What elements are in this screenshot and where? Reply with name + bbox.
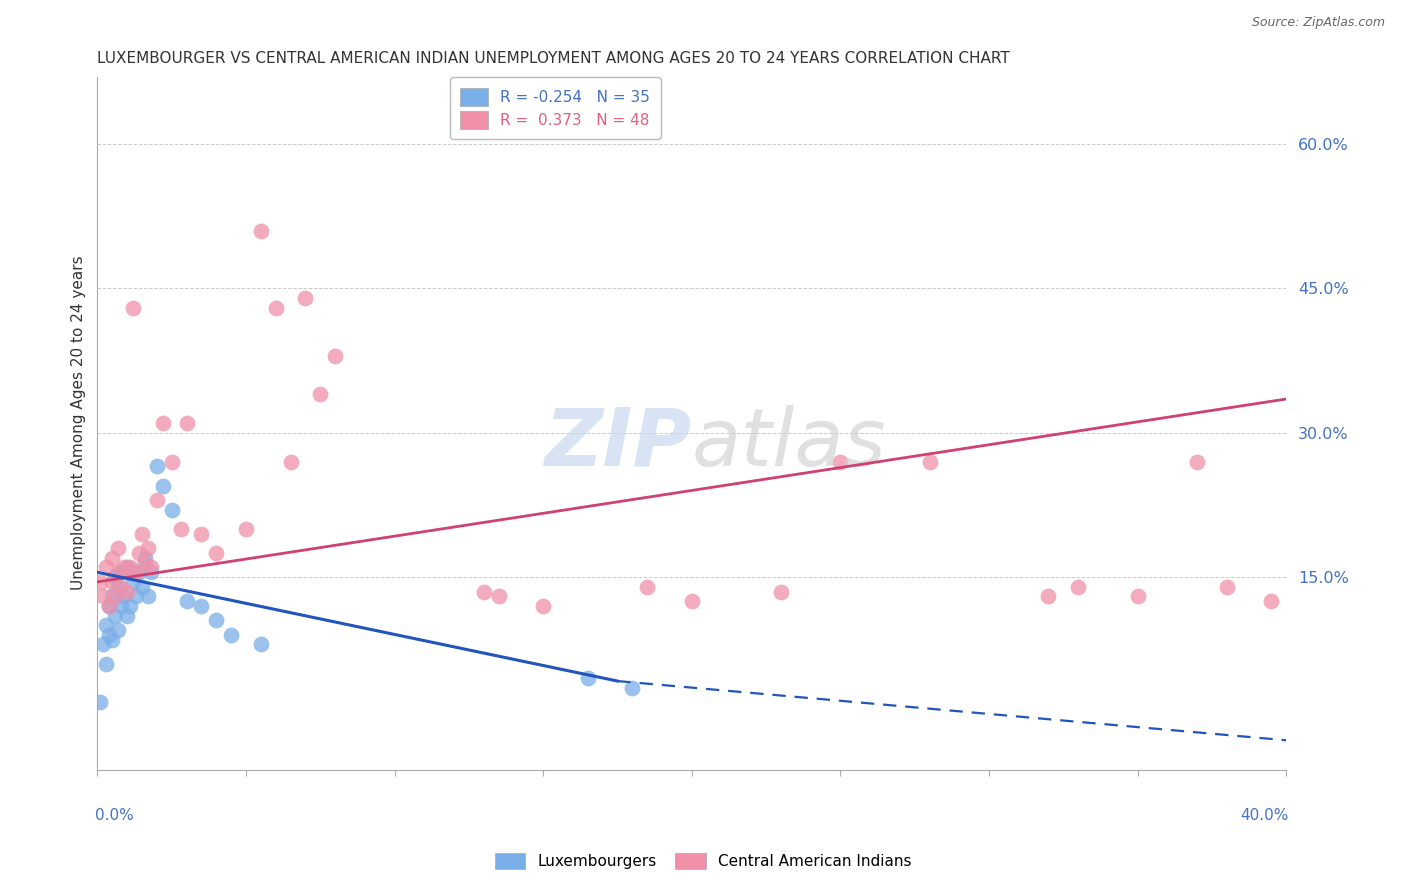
Text: 0.0%: 0.0% (94, 808, 134, 823)
Point (160, 454, 183, 468)
Point (107, 623, 129, 637)
Point (125, 566, 148, 580)
Point (104, 590, 127, 604)
Point (176, 594, 198, 608)
Point (107, 580, 129, 594)
Point (136, 590, 159, 604)
Point (681, 594, 703, 608)
Point (249, 637, 271, 651)
Point (89, 695, 111, 709)
Point (190, 526, 212, 541)
Point (488, 590, 510, 604)
Text: ZIP: ZIP (544, 405, 692, 483)
Point (323, 349, 346, 363)
Point (136, 541, 159, 556)
Point (160, 502, 183, 516)
Point (110, 580, 132, 594)
Point (110, 566, 132, 580)
Point (264, 301, 287, 315)
Point (101, 632, 124, 647)
Point (91, 637, 114, 651)
Point (104, 570, 127, 584)
Point (96, 657, 118, 671)
Point (115, 608, 138, 623)
Point (205, 546, 228, 560)
Point (139, 566, 162, 580)
Point (146, 459, 169, 474)
Point (1038, 590, 1060, 604)
Point (176, 416, 198, 430)
Point (118, 599, 141, 613)
Point (107, 566, 129, 580)
Point (101, 574, 124, 589)
Text: Source: ZipAtlas.com: Source: ZipAtlas.com (1251, 16, 1385, 29)
Point (219, 628, 242, 642)
Point (621, 681, 644, 695)
Point (636, 580, 658, 594)
Legend: R = -0.254   N = 35, R =  0.373   N = 48: R = -0.254 N = 35, R = 0.373 N = 48 (450, 78, 661, 139)
Point (531, 599, 554, 613)
Point (89, 574, 111, 589)
Point (769, 584, 792, 599)
Point (101, 590, 124, 604)
Point (107, 541, 129, 556)
Point (131, 580, 153, 594)
Point (122, 301, 145, 315)
Point (139, 560, 162, 574)
Point (128, 566, 150, 580)
Point (1260, 594, 1282, 608)
Point (1215, 580, 1237, 594)
Point (205, 614, 228, 628)
Point (128, 546, 150, 560)
Point (101, 550, 124, 565)
Point (152, 478, 174, 492)
Point (104, 608, 127, 623)
Point (918, 454, 941, 468)
Point (169, 522, 191, 536)
Text: LUXEMBOURGER VS CENTRAL AMERICAN INDIAN UNEMPLOYMENT AMONG AGES 20 TO 24 YEARS C: LUXEMBOURGER VS CENTRAL AMERICAN INDIAN … (97, 51, 1010, 66)
Point (146, 493, 169, 508)
Point (472, 584, 495, 599)
Point (112, 590, 135, 604)
Point (1067, 580, 1090, 594)
Point (115, 584, 138, 599)
Point (112, 560, 135, 574)
Y-axis label: Unemployment Among Ages 20 to 24 years: Unemployment Among Ages 20 to 24 years (72, 256, 86, 591)
Point (118, 560, 141, 574)
Point (235, 522, 257, 536)
Point (134, 556, 156, 570)
Point (309, 387, 332, 401)
Point (110, 599, 132, 613)
Point (91, 590, 114, 604)
Point (96, 560, 118, 574)
Point (134, 550, 156, 565)
Point (125, 590, 148, 604)
Point (294, 291, 316, 305)
Point (96, 618, 118, 632)
Point (1126, 590, 1149, 604)
Point (122, 574, 145, 589)
Point (1185, 454, 1208, 468)
Point (576, 671, 599, 685)
Point (830, 454, 852, 468)
Text: atlas: atlas (692, 405, 887, 483)
Point (98, 599, 121, 613)
Point (152, 416, 174, 430)
Point (280, 454, 302, 468)
Point (98, 599, 121, 613)
Point (98, 628, 121, 642)
Point (131, 526, 153, 541)
Point (249, 223, 271, 237)
Text: 40.0%: 40.0% (1240, 808, 1289, 823)
Legend: Luxembourgers, Central American Indians: Luxembourgers, Central American Indians (488, 847, 918, 875)
Point (115, 560, 138, 574)
Point (190, 599, 212, 613)
